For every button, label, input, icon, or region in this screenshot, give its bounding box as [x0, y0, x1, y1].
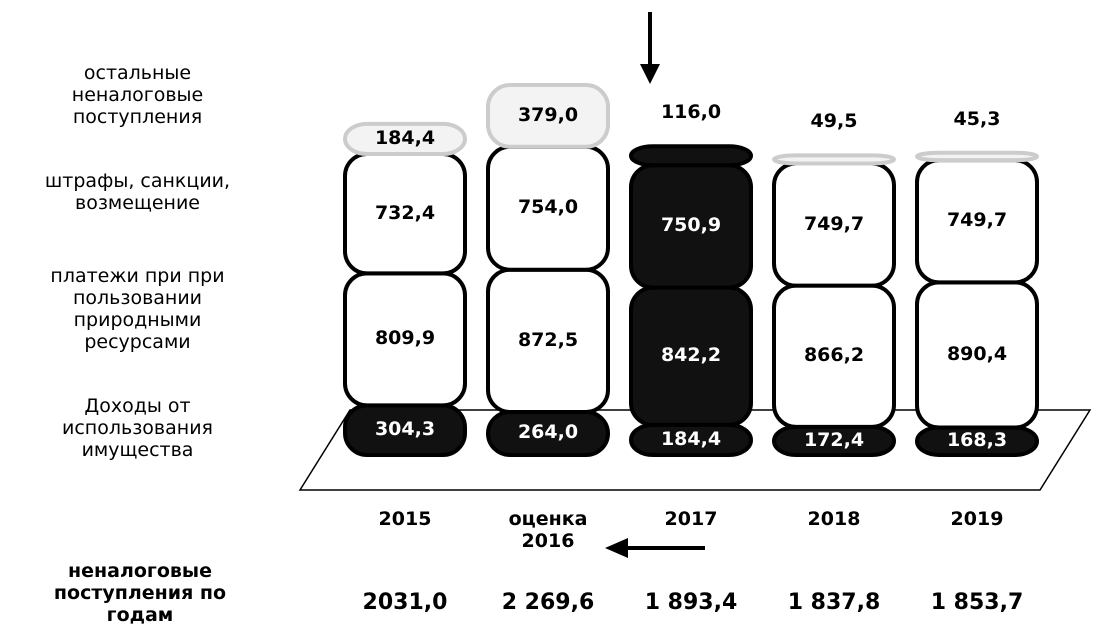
total-label: 1 893,4: [644, 590, 738, 615]
data-label: 184,4: [660, 427, 722, 450]
totals-title: неналоговые поступления по годам: [53, 560, 227, 626]
bar-segment: [343, 121, 467, 156]
x-tick-label: 2018: [807, 508, 861, 530]
x-tick-label: оценка 2016: [508, 508, 588, 552]
data-label: 49,5: [810, 110, 858, 133]
bar-segment: [772, 153, 896, 166]
bar-segment: [486, 83, 610, 149]
arrow-head: [640, 64, 660, 84]
data-label: 172,4: [803, 428, 865, 451]
data-label: 168,3: [946, 429, 1008, 452]
x-tick-label: 2019: [950, 508, 1004, 530]
data-label: 116,0: [660, 101, 722, 124]
x-tick-label: 2015: [378, 508, 432, 530]
data-label: 872,5: [517, 328, 579, 351]
total-label: 2031,0: [362, 590, 448, 615]
data-label: 754,0: [517, 196, 579, 219]
data-label: 45,3: [953, 107, 1001, 130]
data-label: 866,2: [803, 344, 865, 367]
data-label: 184,4: [374, 126, 436, 149]
data-label: 842,2: [660, 344, 722, 367]
total-label: 1 853,7: [930, 590, 1024, 615]
data-label: 750,9: [660, 214, 722, 237]
data-label: 732,4: [374, 201, 436, 224]
bar-segment: [915, 150, 1039, 163]
total-label: 2 269,6: [501, 590, 595, 615]
data-label: 749,7: [946, 209, 1008, 232]
legend-label: остальные неналоговые поступления: [71, 62, 204, 128]
data-label: 264,0: [517, 421, 579, 444]
bar-segment: [629, 144, 753, 168]
data-label: 379,0: [517, 103, 579, 126]
legend-label: платежи при при пользовании природными р…: [50, 265, 225, 353]
total-label: 1 837,8: [787, 590, 881, 615]
legend-label: Доходы от использования имущества: [62, 395, 213, 461]
legend-label: штрафы, санкции, возмещение: [44, 170, 231, 214]
data-label: 749,7: [803, 212, 865, 235]
data-label: 809,9: [374, 327, 436, 350]
arrow-head: [605, 538, 628, 558]
data-label: 890,4: [946, 342, 1008, 365]
x-tick-label: 2017: [664, 508, 718, 530]
data-label: 304,3: [374, 418, 436, 441]
